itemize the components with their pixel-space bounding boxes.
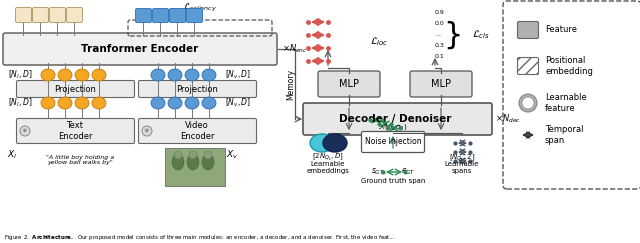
Ellipse shape [189, 151, 197, 159]
Ellipse shape [92, 97, 106, 109]
FancyBboxPatch shape [138, 80, 257, 97]
Text: Ground truth span: Ground truth span [361, 178, 425, 184]
Text: Text
Encoder: Text Encoder [58, 121, 92, 141]
Text: Feature: Feature [545, 26, 577, 35]
Text: $X_l$: $X_l$ [7, 149, 17, 161]
Text: $[2N_{Q_L},D]$: $[2N_{Q_L},D]$ [312, 151, 344, 163]
Text: $[N_v, D]$: $[N_v, D]$ [225, 97, 252, 109]
FancyBboxPatch shape [49, 8, 65, 23]
Text: $X_v$: $X_v$ [226, 149, 238, 161]
Text: $\mathcal{N}(0,\sigma_0)$: $\mathcal{N}(0,\sigma_0)$ [378, 122, 408, 132]
FancyBboxPatch shape [503, 1, 640, 189]
Ellipse shape [151, 97, 165, 109]
Ellipse shape [75, 69, 89, 81]
Text: $\mathcal{L}_{cls}$: $\mathcal{L}_{cls}$ [472, 29, 490, 41]
FancyBboxPatch shape [362, 131, 424, 153]
FancyBboxPatch shape [17, 80, 134, 97]
Ellipse shape [204, 151, 212, 159]
FancyBboxPatch shape [136, 9, 152, 23]
Text: MLP: MLP [431, 79, 451, 89]
Text: $\times N_{enc}$: $\times N_{enc}$ [282, 43, 308, 55]
FancyBboxPatch shape [518, 58, 538, 75]
Ellipse shape [168, 97, 182, 109]
Text: Decoder / Denoiser: Decoder / Denoiser [339, 114, 451, 124]
Text: Projection: Projection [54, 85, 96, 94]
Text: Video
Encoder: Video Encoder [180, 121, 214, 141]
FancyBboxPatch shape [152, 9, 168, 23]
Text: Learnable
feature: Learnable feature [545, 93, 587, 113]
Text: Noise Injection: Noise Injection [365, 138, 421, 147]
Ellipse shape [202, 154, 214, 170]
Text: Projection: Projection [176, 85, 218, 94]
Ellipse shape [75, 97, 89, 109]
Text: Memory: Memory [287, 69, 296, 99]
Ellipse shape [58, 69, 72, 81]
FancyBboxPatch shape [138, 119, 257, 144]
Ellipse shape [522, 97, 534, 109]
Text: $[N_v, D]$: $[N_v, D]$ [225, 69, 252, 81]
FancyBboxPatch shape [410, 71, 472, 97]
Text: $[N_l, D]$: $[N_l, D]$ [8, 69, 33, 81]
Ellipse shape [41, 97, 55, 109]
FancyBboxPatch shape [186, 9, 202, 23]
Text: $\mathcal{L}_{loc}$: $\mathcal{L}_{loc}$ [370, 36, 388, 48]
Ellipse shape [142, 126, 152, 136]
Ellipse shape [185, 69, 199, 81]
Ellipse shape [174, 151, 182, 159]
Ellipse shape [519, 94, 537, 112]
Bar [165, 148, 225, 186]
Text: $\times N_{dec}$: $\times N_{dec}$ [495, 113, 521, 125]
FancyBboxPatch shape [3, 33, 277, 65]
Text: 0.0: 0.0 [435, 21, 445, 26]
Text: Learnable
embeddings: Learnable embeddings [307, 162, 349, 174]
Text: $s_{GT}$: $s_{GT}$ [371, 167, 385, 177]
Text: }: } [444, 20, 463, 50]
Ellipse shape [187, 154, 199, 170]
Text: Figure 2.  $\mathbf{Architecture.}$  Our proposed model consists of three main m: Figure 2. $\mathbf{Architecture.}$ Our p… [4, 233, 396, 242]
Ellipse shape [310, 134, 334, 152]
Text: Temporal
span: Temporal span [545, 125, 584, 145]
Text: ✳: ✳ [144, 128, 150, 134]
Text: Positional
embedding: Positional embedding [545, 56, 593, 76]
Text: 0.3: 0.3 [435, 43, 445, 49]
Ellipse shape [20, 126, 30, 136]
Text: MLP: MLP [339, 79, 359, 89]
Ellipse shape [323, 134, 347, 152]
Ellipse shape [92, 69, 106, 81]
FancyBboxPatch shape [318, 71, 380, 97]
Text: $e_{GT}$: $e_{GT}$ [401, 167, 415, 177]
FancyBboxPatch shape [170, 9, 186, 23]
FancyBboxPatch shape [518, 21, 538, 38]
Ellipse shape [172, 154, 184, 170]
Text: Learnable
spans: Learnable spans [445, 162, 479, 174]
FancyBboxPatch shape [17, 119, 134, 144]
FancyBboxPatch shape [67, 8, 83, 23]
Text: ✳: ✳ [22, 128, 28, 134]
FancyBboxPatch shape [15, 8, 31, 23]
Ellipse shape [41, 69, 55, 81]
FancyBboxPatch shape [33, 8, 49, 23]
Text: $\mathcal{L}_{saliency}$: $\mathcal{L}_{saliency}$ [183, 2, 217, 14]
Text: 0.9: 0.9 [435, 10, 445, 16]
Ellipse shape [202, 97, 216, 109]
Ellipse shape [202, 69, 216, 81]
Text: ...: ... [435, 33, 441, 37]
Ellipse shape [185, 97, 199, 109]
Ellipse shape [168, 69, 182, 81]
Text: $[N_l, D]$: $[N_l, D]$ [8, 97, 33, 109]
Text: "A little boy holding a
yellow ball walks by": "A little boy holding a yellow ball walk… [46, 155, 114, 165]
Text: $[N_{Q_L},2]$: $[N_{Q_L},2]$ [449, 152, 475, 164]
Ellipse shape [58, 97, 72, 109]
Text: 0.1: 0.1 [435, 54, 445, 60]
FancyBboxPatch shape [303, 103, 492, 135]
Text: Tranformer Encoder: Tranformer Encoder [81, 44, 198, 54]
Ellipse shape [151, 69, 165, 81]
